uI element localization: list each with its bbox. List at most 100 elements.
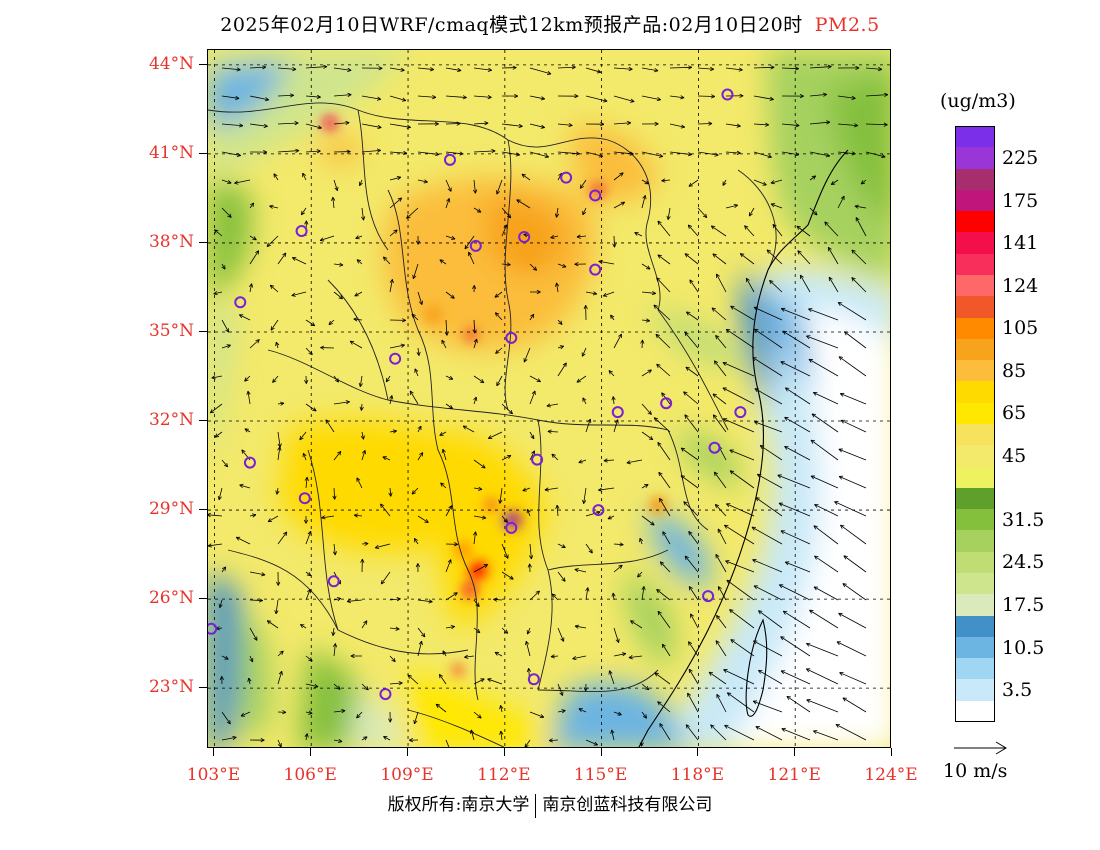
wind-arrow [809, 151, 831, 158]
wind-arrow [837, 195, 845, 209]
wind-arrow [603, 458, 615, 463]
city-marker[interactable] [505, 331, 518, 344]
city-marker[interactable] [611, 406, 624, 419]
wind-arrow [417, 627, 426, 638]
city-marker[interactable] [327, 575, 340, 588]
city-marker[interactable] [527, 673, 540, 686]
lat-label: 26°N [148, 588, 194, 609]
city-marker[interactable] [518, 230, 531, 243]
wind-arrow [641, 683, 650, 691]
wind-arrow [685, 724, 699, 741]
city-marker[interactable] [589, 263, 602, 276]
city-marker[interactable] [660, 397, 673, 410]
city-marker[interactable] [531, 453, 544, 466]
wind-arrow [613, 627, 620, 643]
wind-arrow [814, 555, 839, 573]
city-marker[interactable] [702, 590, 715, 603]
wind-arrow [219, 676, 224, 685]
city-marker[interactable] [389, 352, 402, 365]
wind-arrow [333, 92, 352, 97]
wind-arrow [759, 445, 783, 461]
city-marker[interactable] [589, 189, 602, 202]
wind-arrow [356, 477, 363, 489]
lat-tick [199, 152, 207, 154]
wind-arrow [487, 678, 503, 685]
lon-tick [891, 748, 892, 756]
city-marker[interactable] [505, 521, 518, 534]
city-marker[interactable] [708, 441, 721, 454]
wind-arrow [769, 279, 783, 293]
city-marker[interactable] [234, 296, 247, 309]
wind-arrow [725, 150, 741, 155]
wind-arrow [778, 584, 811, 601]
wind-arrow [525, 640, 531, 657]
legend-swatch [955, 445, 995, 468]
wind-arrow [585, 67, 602, 74]
legend-swatch [955, 147, 995, 170]
city-marker[interactable] [243, 456, 256, 469]
city-marker[interactable] [721, 88, 734, 101]
map-title: 2025年02月10日WRF/cmaq模式12km预报产品:02月10日20时 P… [0, 10, 1100, 37]
wind-arrow [781, 727, 811, 741]
legend-swatch [955, 253, 995, 276]
wind-arrow [305, 123, 322, 130]
wind-arrow [415, 563, 420, 573]
legend-label: 141 [1002, 232, 1039, 255]
wind-arrow [277, 252, 287, 265]
wind-arrow [653, 304, 671, 321]
city-marker[interactable] [469, 239, 482, 252]
wind-arrow [526, 509, 531, 517]
wind-arrow [557, 122, 573, 128]
city-marker[interactable] [560, 171, 573, 184]
wind-arrow [501, 151, 520, 157]
wind-arrow [843, 555, 867, 573]
legend-swatch [955, 168, 995, 191]
wind-arrow [613, 333, 622, 349]
wind-arrow [302, 452, 307, 461]
wind-arrow [266, 620, 279, 629]
wind-arrow [860, 179, 867, 185]
wind-arrow [782, 610, 811, 629]
wind-arrow [754, 388, 783, 405]
wind-arrow [683, 391, 699, 405]
wind-arrow [529, 390, 536, 405]
wind-arrow [813, 730, 839, 741]
wind-arrow [487, 431, 503, 439]
wind-arrow [473, 711, 482, 719]
footer-separator [535, 793, 537, 818]
city-marker[interactable] [208, 622, 218, 635]
wind-arrow [808, 308, 839, 321]
wind-arrow [389, 318, 406, 323]
wind-arrow [613, 151, 634, 156]
legend-swatch [955, 189, 995, 212]
wind-arrow [389, 597, 401, 602]
wind-arrow [360, 431, 365, 440]
city-marker[interactable] [443, 153, 456, 166]
wind-arrow [784, 387, 811, 405]
city-marker[interactable] [592, 504, 605, 517]
wind-arrow [745, 277, 755, 293]
wind-arrow [613, 711, 622, 716]
wind-arrow [662, 531, 671, 545]
map-frame[interactable] [207, 49, 891, 748]
wind-arrow [277, 710, 287, 715]
wind-arrow [304, 476, 309, 489]
wind-arrow [411, 313, 419, 321]
wind-arrow [697, 121, 713, 126]
wind-arrow [304, 733, 309, 741]
city-marker[interactable] [298, 492, 311, 505]
lat-label: 23°N [148, 677, 194, 698]
city-marker[interactable] [379, 688, 392, 701]
wind-arrow [445, 505, 453, 517]
wind-arrow [361, 123, 382, 130]
lat-tick [199, 420, 207, 422]
wind-arrow [639, 537, 644, 545]
city-marker[interactable] [295, 225, 308, 238]
wind-arrow [305, 319, 316, 327]
wind-arrow [356, 259, 363, 265]
city-marker[interactable] [734, 406, 747, 419]
wind-arrow [473, 207, 482, 213]
lon-label: 124°E [864, 765, 918, 785]
lat-label: 38°N [148, 231, 194, 252]
wind-arrow [389, 197, 403, 209]
